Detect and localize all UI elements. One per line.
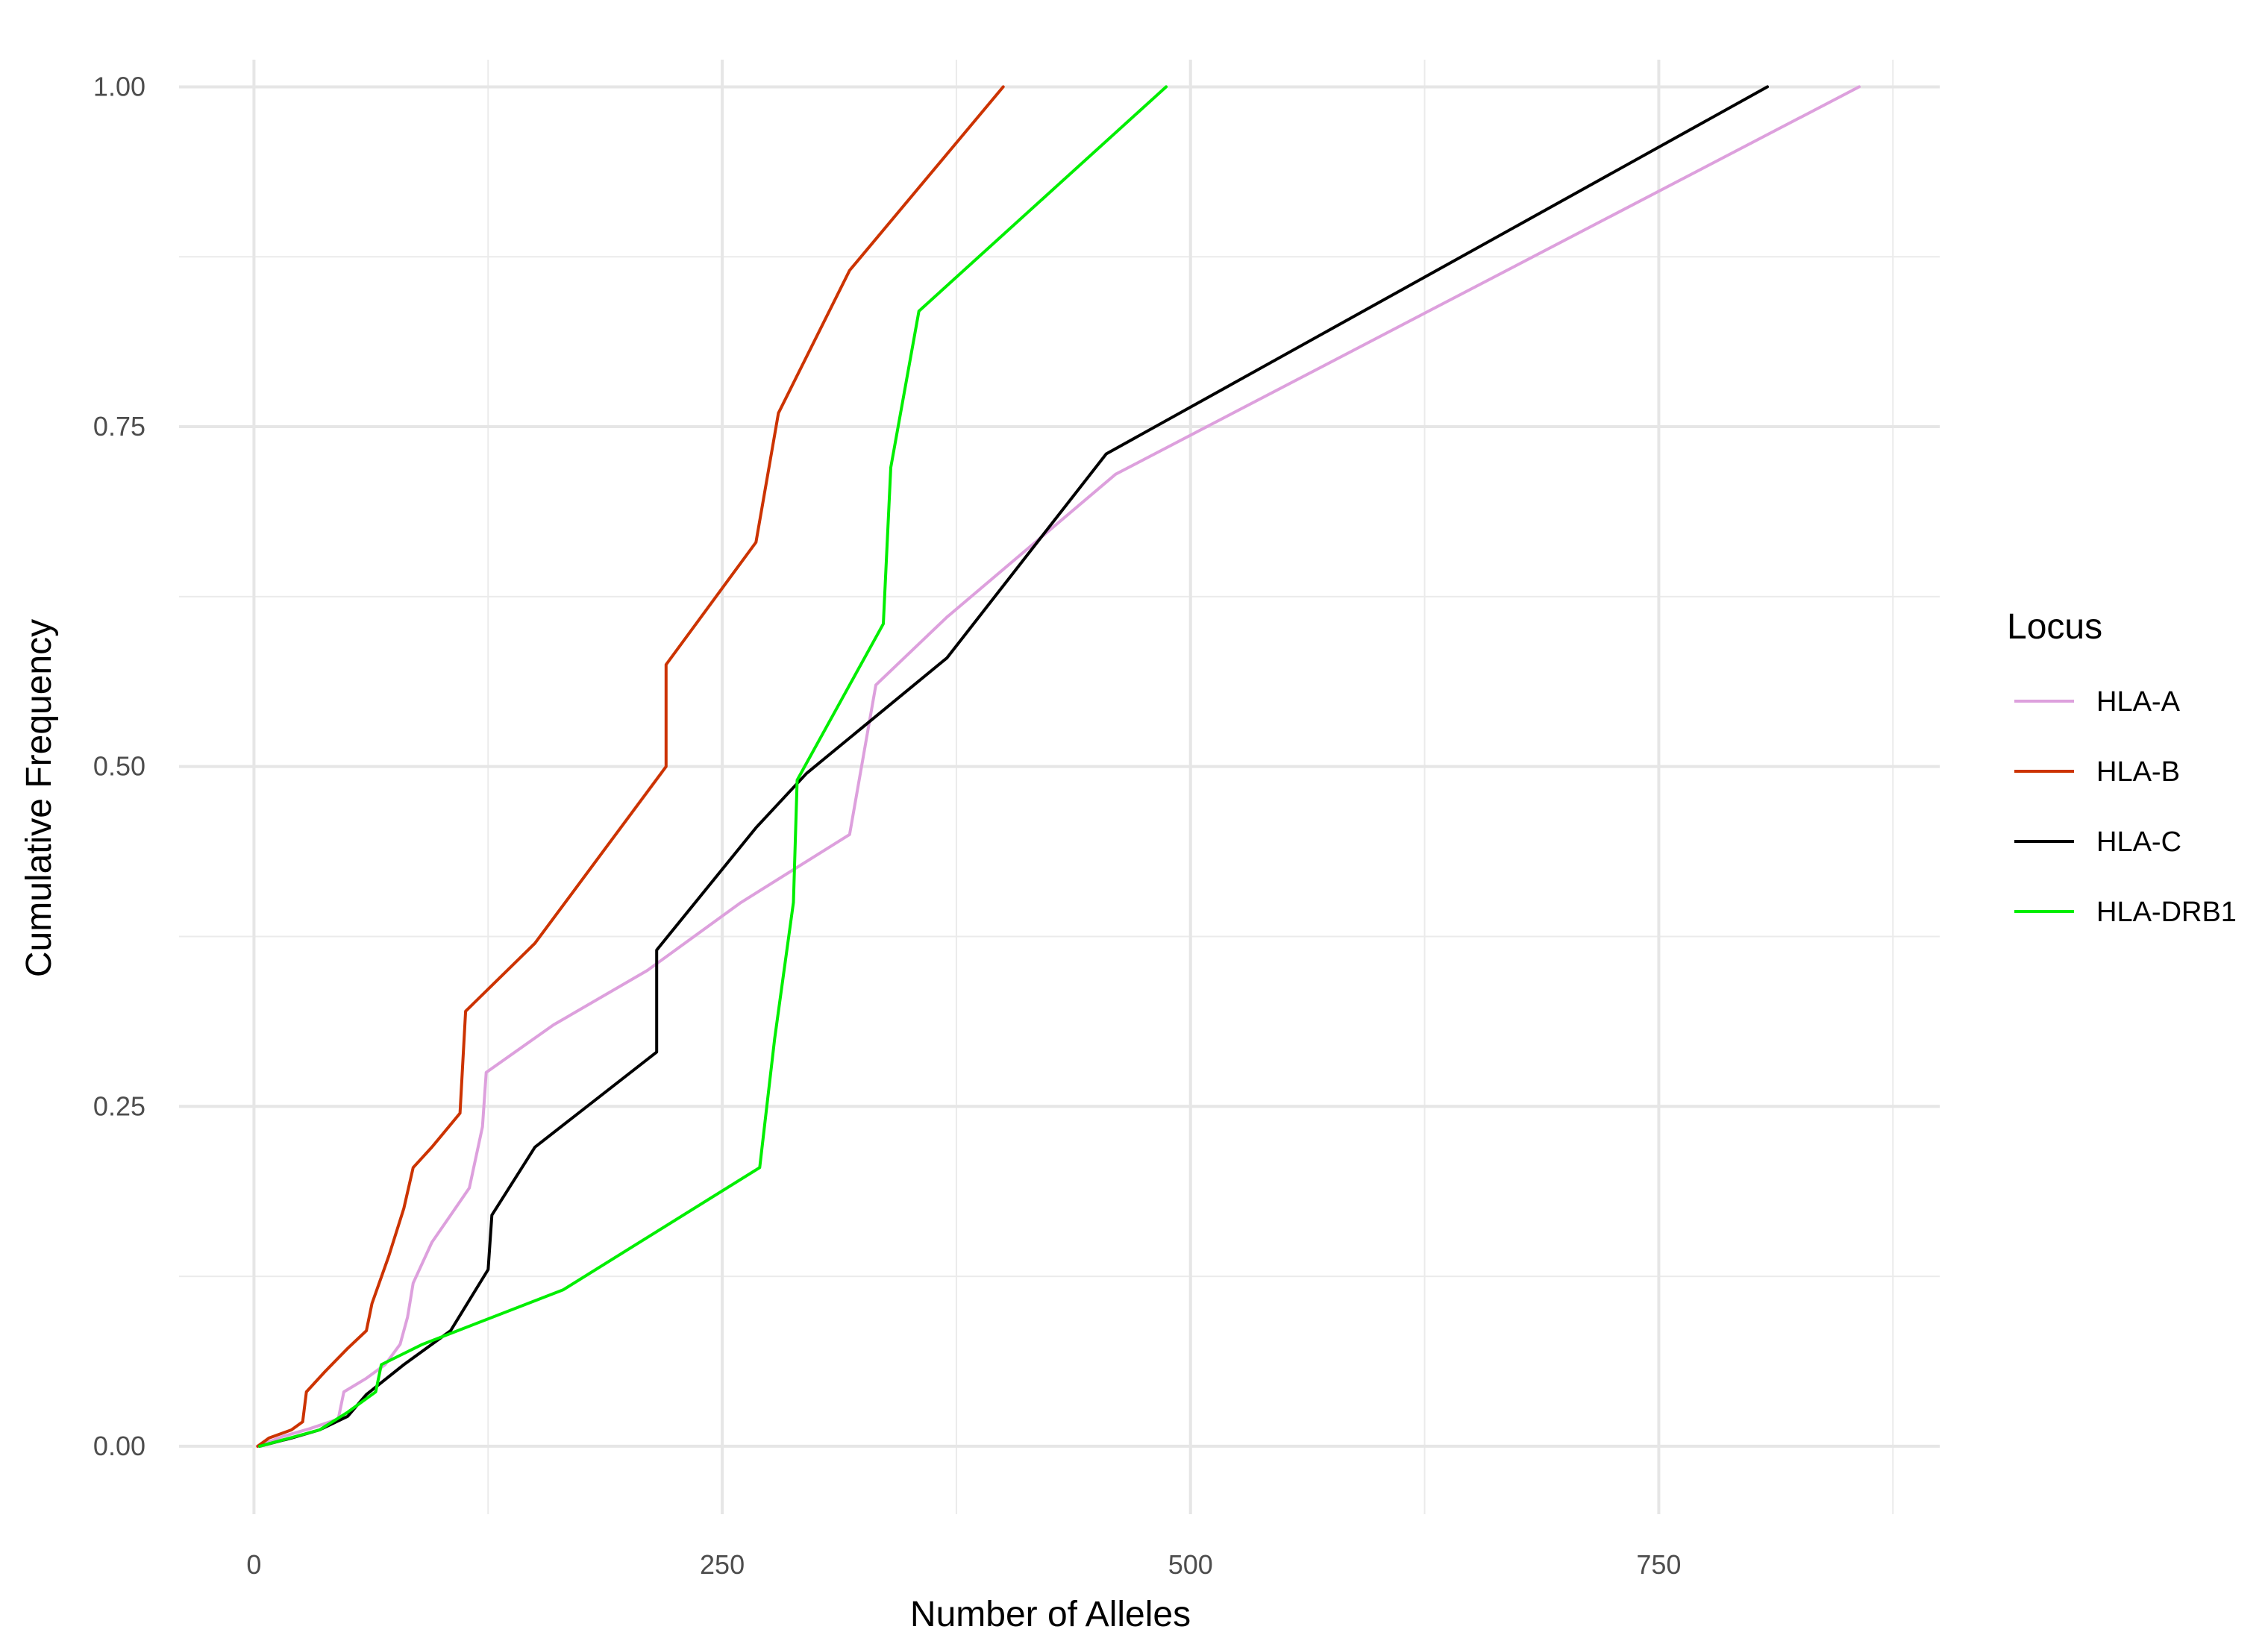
x-axis-tick-labels: 0 250 500 750 <box>246 1549 1681 1580</box>
series-line-hla-drb1 <box>258 85 1168 1448</box>
series-line-hla-b <box>256 85 1005 1448</box>
major-gridlines <box>179 60 1940 1514</box>
x-tick-label: 250 <box>700 1549 745 1580</box>
series-lines <box>256 85 1861 1448</box>
y-tick-label: 0.50 <box>93 751 145 782</box>
legend-label-hla-c: HLA-C <box>2096 826 2181 858</box>
series-line-hla-a <box>256 85 1861 1448</box>
y-axis-tick-labels: 0.00 0.25 0.50 0.75 1.00 <box>93 71 145 1460</box>
x-tick-label: 0 <box>246 1549 261 1580</box>
y-tick-label: 0.75 <box>93 411 145 442</box>
x-tick-label: 750 <box>1636 1549 1681 1580</box>
y-tick-label: 0.00 <box>93 1431 145 1461</box>
minor-gridlines <box>179 60 1940 1514</box>
legend-title: Locus <box>2007 607 2102 647</box>
series-line-hla-c <box>258 85 1769 1448</box>
y-tick-label: 1.00 <box>93 71 145 101</box>
legend: HLA-A HLA-B HLA-C HLA-DRB1 <box>2014 686 2237 928</box>
x-tick-label: 500 <box>1168 1549 1213 1580</box>
y-axis-title: Cumulative Frequency <box>19 619 59 977</box>
legend-label-hla-b: HLA-B <box>2096 756 2180 788</box>
legend-label-hla-a: HLA-A <box>2096 686 2181 718</box>
x-axis-title: Number of Alleles <box>910 1595 1191 1634</box>
legend-label-hla-drb1: HLA-DRB1 <box>2096 897 2237 928</box>
y-tick-label: 0.25 <box>93 1091 145 1121</box>
